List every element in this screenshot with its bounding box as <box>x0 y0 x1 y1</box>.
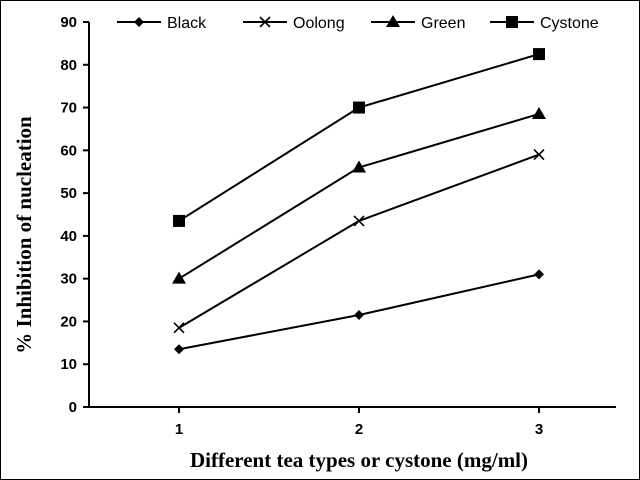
series-line-green <box>178 113 540 280</box>
x-axis-title: Different tea types or cystone (mg/ml) <box>190 448 528 472</box>
series-cystone <box>173 48 545 227</box>
legend-marker-cystone <box>506 16 518 28</box>
x-tick-label: 3 <box>535 421 543 438</box>
series-line-oolong <box>178 153 540 329</box>
legend-marker-green <box>386 15 400 27</box>
data-point-green <box>532 106 546 119</box>
x-marker-stroke <box>259 16 271 28</box>
data-point-oolong <box>173 322 185 334</box>
legend-label-oolong: Oolong <box>293 15 345 32</box>
series-line-cystone <box>178 53 540 222</box>
legend-marker-oolong <box>259 16 271 28</box>
y-tick-label: 10 <box>60 356 77 373</box>
data-point-oolong <box>533 149 545 161</box>
legend-item-green: Green <box>371 15 465 32</box>
x-marker-stroke <box>533 149 545 161</box>
data-point-black <box>354 310 364 321</box>
series-black <box>174 269 544 355</box>
legend-item-cystone: Cystone <box>490 15 599 32</box>
x-tick-label: 2 <box>355 421 363 438</box>
y-ticks: 0 10 20 30 40 50 60 70 80 90 <box>60 14 89 416</box>
y-tick-label: 70 <box>60 100 77 117</box>
legend-label-cystone: Cystone <box>540 15 599 32</box>
y-tick-label: 90 <box>60 14 77 31</box>
legend-label-black: Black <box>167 15 207 32</box>
y-tick-label: 30 <box>60 271 77 288</box>
data-point-green <box>352 160 366 173</box>
axes <box>88 22 616 408</box>
data-point-black <box>534 269 544 280</box>
legend: Black Oolong Green Cystone <box>117 15 599 32</box>
y-tick-label: 20 <box>60 313 77 330</box>
y-axis-title: % Inhibition of nucleation <box>12 116 36 354</box>
legend-marker-black <box>134 17 144 27</box>
data-point-cystone <box>173 214 185 227</box>
data-point-black <box>174 344 184 355</box>
y-tick-label: 50 <box>60 185 77 202</box>
y-tick-label: 0 <box>69 399 77 416</box>
x-marker-stroke <box>173 322 185 334</box>
data-point-oolong <box>353 215 365 227</box>
x-ticks: 1 2 3 <box>175 407 543 438</box>
y-tick-label: 40 <box>60 228 77 245</box>
series-green <box>172 106 546 284</box>
data-point-cystone <box>533 48 545 61</box>
series-group <box>172 48 546 355</box>
y-tick-label: 60 <box>60 142 77 159</box>
legend-item-oolong: Oolong <box>243 15 345 32</box>
legend-label-green: Green <box>421 15 465 32</box>
data-point-green <box>172 271 186 284</box>
series-oolong <box>173 149 545 334</box>
data-point-cystone <box>353 101 365 114</box>
x-marker-stroke <box>353 215 365 227</box>
x-tick-label: 1 <box>175 421 183 438</box>
legend-item-black: Black <box>117 15 207 32</box>
y-tick-label: 80 <box>60 57 77 74</box>
